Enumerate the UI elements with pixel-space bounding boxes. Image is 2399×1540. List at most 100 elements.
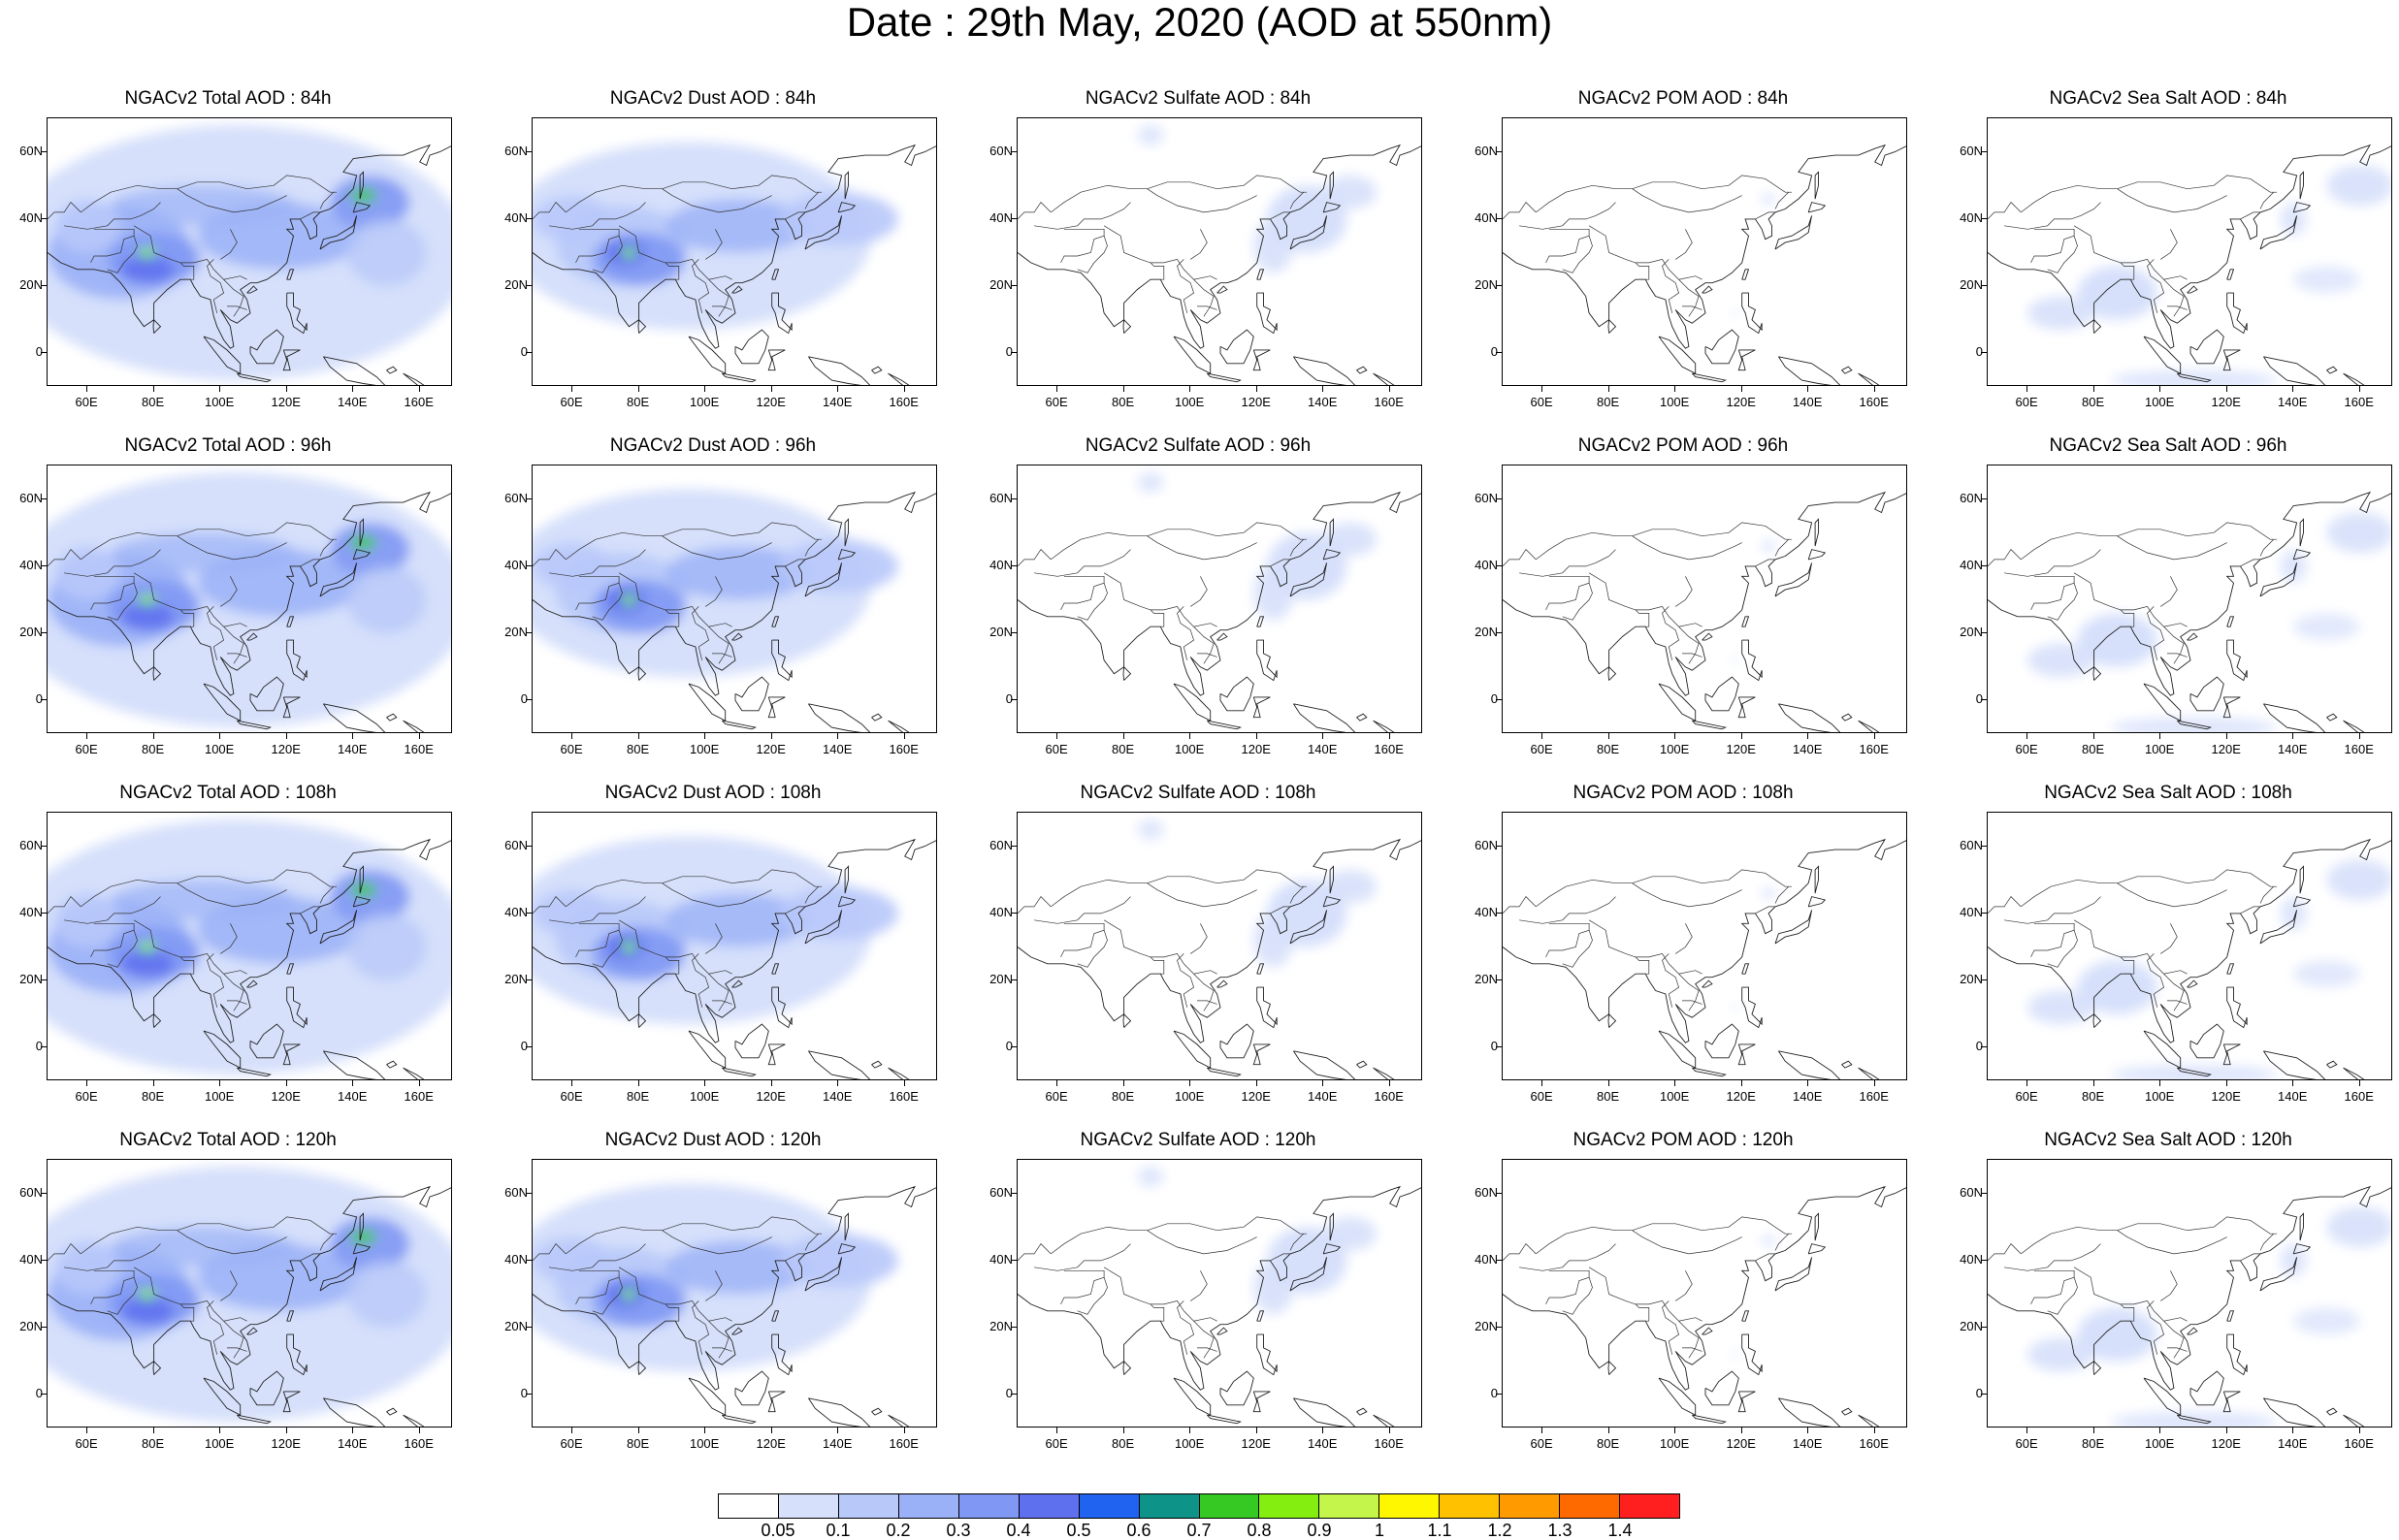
lat-tick-label: 20N <box>1475 972 1498 987</box>
lat-tick-label: 20N <box>989 1319 1013 1334</box>
country-border <box>1147 188 1257 213</box>
lat-tick <box>526 979 532 981</box>
country-border <box>179 609 195 627</box>
aod-blob <box>2027 296 2094 331</box>
coastline <box>1256 986 1278 1029</box>
lon-tick <box>2225 1428 2227 1433</box>
aod-map <box>533 489 936 732</box>
coastline <box>771 1333 793 1376</box>
lat-tick-label: 40N <box>19 904 43 919</box>
coastline <box>282 349 301 371</box>
coastline <box>319 215 358 250</box>
coastline <box>1219 1023 1254 1059</box>
country-border <box>2147 606 2165 660</box>
lon-tick-label: 60E <box>1530 395 1553 409</box>
lat-tick-label: 0 <box>1005 1386 1013 1401</box>
coastline <box>1216 632 1228 641</box>
coastline <box>1658 336 1697 374</box>
coastline <box>1356 1407 1368 1416</box>
country-border <box>533 549 567 567</box>
coastline <box>837 202 857 213</box>
lat-tick-label: 60N <box>19 143 43 158</box>
lon-tick <box>704 733 706 739</box>
country-border <box>1190 229 1208 260</box>
country-border <box>533 202 567 220</box>
lat-tick <box>1011 699 1017 701</box>
map-frame <box>1502 812 1907 1080</box>
aod-blob <box>330 522 410 577</box>
lon-tick-label: 120E <box>271 742 301 756</box>
coastline <box>1289 1257 1328 1292</box>
lon-tick <box>2358 386 2360 392</box>
coastline <box>734 329 769 365</box>
coastline <box>2299 518 2304 547</box>
country-border <box>1197 305 1217 310</box>
aod-blob <box>2077 266 2157 320</box>
lon-tick-label: 80E <box>1112 742 1135 756</box>
coastline <box>2176 1067 2212 1077</box>
aod-blob <box>1137 818 1164 840</box>
country-border <box>1662 953 1680 1008</box>
aod-field <box>1732 1235 1775 1359</box>
lat-tick-label: 20N <box>19 972 43 987</box>
country-border <box>2030 922 2075 958</box>
coastline <box>246 1327 258 1335</box>
lon-tick-label: 160E <box>2344 1436 2374 1451</box>
aod-blob <box>2027 1337 2094 1372</box>
lon-tick-label: 120E <box>1726 1436 1756 1451</box>
aod-field <box>2027 165 2391 385</box>
coastline <box>246 979 258 988</box>
aod-blob <box>2326 1206 2391 1248</box>
aod-blob <box>665 199 812 253</box>
country-border <box>2004 202 2101 230</box>
lon-tick <box>1255 386 1257 392</box>
country-border <box>2259 538 2274 557</box>
map-panel: NGACv2 Sulfate AOD : 108h 60N 40N 20N 0 60E 80… <box>970 782 1426 1131</box>
aod-blob <box>2293 613 2360 641</box>
lat-tick-label: 40N <box>19 557 43 572</box>
coastline <box>721 1067 757 1077</box>
lon-tick <box>1541 733 1543 739</box>
country-border <box>1678 626 1700 664</box>
coastline <box>249 676 284 712</box>
lon-tick-label: 100E <box>2144 1089 2175 1104</box>
aod-blob <box>665 893 812 947</box>
coastline <box>734 1370 769 1406</box>
coastline <box>1841 713 1853 722</box>
lon-tick <box>1189 1428 1191 1433</box>
country-border <box>133 919 247 975</box>
aod-blob <box>330 175 410 230</box>
coastline <box>2343 1414 2365 1427</box>
country-border <box>712 1347 732 1352</box>
country-border <box>1077 583 1108 621</box>
country-border <box>48 1243 81 1262</box>
coastline <box>844 171 849 200</box>
coastline <box>386 366 398 374</box>
country-border <box>1545 575 1590 611</box>
country-border <box>2030 575 2075 611</box>
lon-tick-label: 120E <box>1241 1089 1271 1104</box>
country-border <box>81 175 338 213</box>
lat-tick <box>526 912 532 914</box>
aod-field <box>1137 471 1378 621</box>
lon-tick-label: 160E <box>889 1089 919 1104</box>
lat-tick <box>526 217 532 219</box>
coastline <box>1206 372 1242 383</box>
country-border <box>549 896 646 924</box>
map-frame <box>1017 812 1422 1080</box>
aod-blob <box>2110 369 2278 385</box>
coastline <box>808 356 871 385</box>
aod-blob <box>349 535 377 550</box>
country-border <box>1545 228 1590 264</box>
lat-tick-label: 40N <box>1475 904 1498 919</box>
aod-map <box>1988 838 2391 1079</box>
coastline <box>1322 1243 1342 1255</box>
coastline <box>286 963 295 975</box>
coastline <box>236 720 272 730</box>
coastline <box>282 1043 301 1066</box>
country-border <box>566 1216 823 1255</box>
lon-tick-label: 140E <box>823 1436 853 1451</box>
coastline <box>286 986 308 1029</box>
lat-tick <box>41 217 47 219</box>
country-border <box>2147 1300 2165 1355</box>
